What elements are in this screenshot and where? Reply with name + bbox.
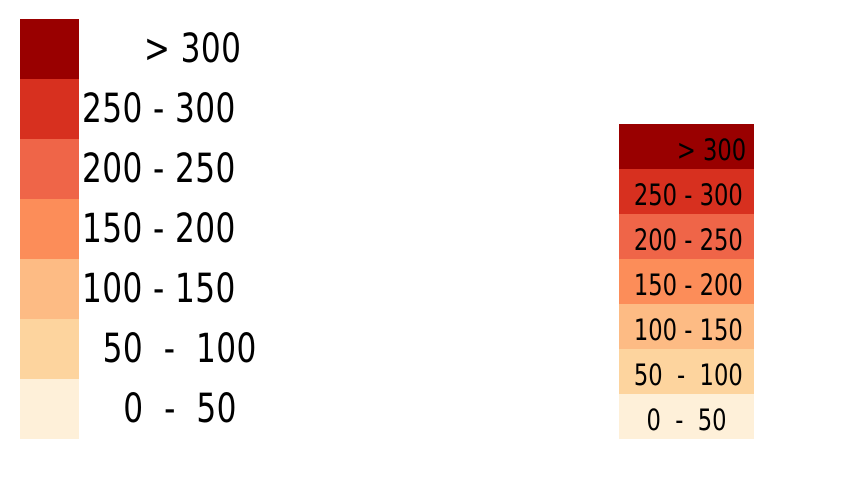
legend-label: 250 - 300 bbox=[633, 178, 743, 212]
legend-label: > 300 bbox=[82, 26, 242, 72]
legend-large-row: 100 - 150 bbox=[20, 259, 260, 319]
legend-swatch bbox=[20, 199, 79, 259]
legend-small-row: 50 - 100 bbox=[619, 349, 754, 394]
legend-swatch bbox=[20, 259, 79, 319]
legend-label: 100 - 150 bbox=[633, 313, 743, 347]
legend-large-row: 250 - 300 bbox=[20, 79, 260, 139]
legend-label: 50 - 100 bbox=[633, 358, 743, 392]
legend-label: 150 - 200 bbox=[82, 206, 236, 252]
legend-small-row: 100 - 150 bbox=[619, 304, 754, 349]
legend-swatch bbox=[20, 19, 79, 79]
legend-small-row: 250 - 300 bbox=[619, 169, 754, 214]
legend-label: 100 - 150 bbox=[82, 266, 236, 312]
legend-large-row: 200 - 250 bbox=[20, 139, 260, 199]
legend-large-row: > 300 bbox=[20, 19, 260, 79]
legend-label: 50 - 100 bbox=[82, 326, 257, 372]
legend-large-row: 50 - 100 bbox=[20, 319, 260, 379]
legend-swatch bbox=[20, 379, 79, 439]
legend-label: 0 - 50 bbox=[646, 403, 727, 437]
legend-swatch bbox=[20, 319, 79, 379]
legend-label: 200 - 250 bbox=[633, 223, 743, 257]
legend-label: 250 - 300 bbox=[82, 86, 236, 132]
legend-large-row: 150 - 200 bbox=[20, 199, 260, 259]
legend-swatch bbox=[20, 79, 79, 139]
legend-label: 200 - 250 bbox=[82, 146, 236, 192]
legend-small-row: > 300 bbox=[619, 124, 754, 169]
legend-label: 0 - 50 bbox=[82, 386, 237, 432]
legend-label: 150 - 200 bbox=[633, 268, 743, 302]
legend-swatch bbox=[20, 139, 79, 199]
legend-small-row: 200 - 250 bbox=[619, 214, 754, 259]
legend-large-row: 0 - 50 bbox=[20, 379, 260, 439]
legend-large: > 300 250 - 300 200 - 250 150 - 200 100 … bbox=[20, 19, 260, 439]
legend-label: > 300 bbox=[676, 133, 747, 167]
legend-small-row: 0 - 50 bbox=[619, 394, 754, 439]
legend-small-row: 150 - 200 bbox=[619, 259, 754, 304]
legend-small: > 300 250 - 300 200 - 250 150 - 200 100 … bbox=[619, 124, 754, 439]
